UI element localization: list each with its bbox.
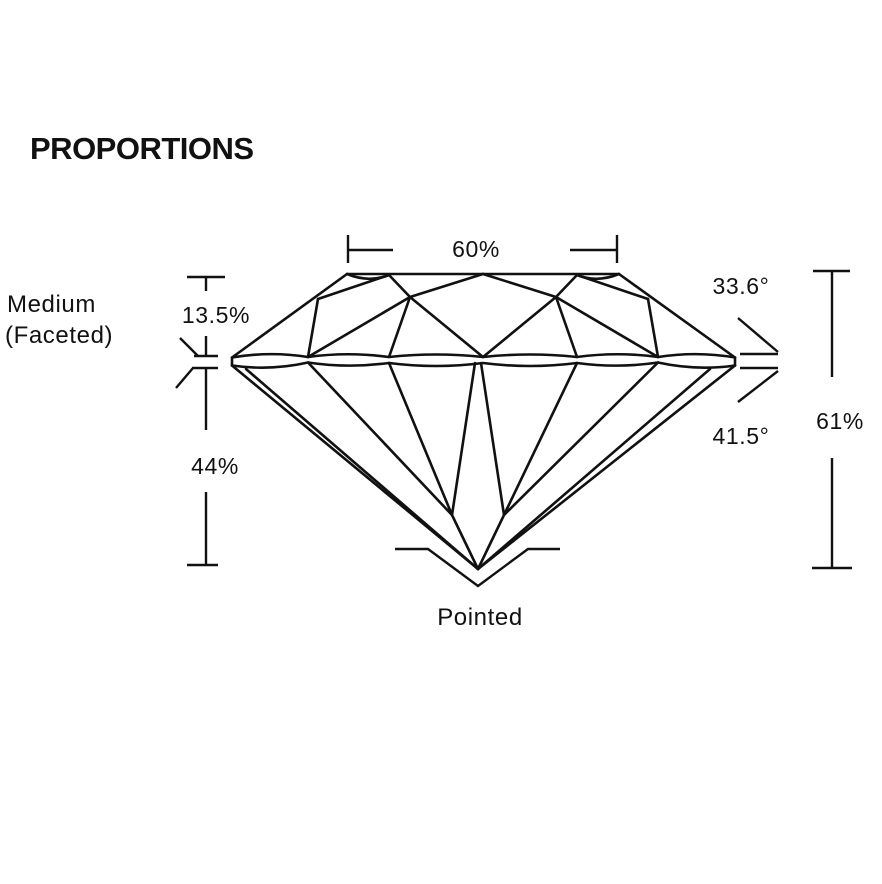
pavilion-angle-label: 41.5° xyxy=(713,423,770,449)
crown-outline-right xyxy=(617,272,737,359)
diamond-wireframe xyxy=(230,272,737,571)
girdle-label-line2: (Faceted) xyxy=(5,322,113,349)
table-width-measure xyxy=(346,235,619,263)
culet-point xyxy=(450,513,480,571)
crown-angle-pointer xyxy=(737,317,779,356)
crown-facets xyxy=(230,272,737,359)
girdle-top-line xyxy=(230,352,737,359)
girdle-label-line1: Medium xyxy=(7,291,96,318)
crown-outline-left xyxy=(230,272,349,359)
girdle xyxy=(230,352,737,369)
pavilion-depth-label: 44% xyxy=(191,453,239,479)
pavilion-depth-measure xyxy=(187,366,218,567)
pavilion-outline-right xyxy=(476,364,737,571)
crown-height-label: 13.5% xyxy=(182,302,250,328)
page-title: PROPORTIONS xyxy=(30,131,254,166)
table-width-label: 60% xyxy=(452,236,500,262)
total-depth-label: 61% xyxy=(816,408,864,434)
pavilion-angle-pointer xyxy=(737,366,779,403)
pavilion-facets xyxy=(230,361,737,571)
girdle-pointer xyxy=(175,337,199,389)
crown-angle-label: 33.6° xyxy=(713,273,770,299)
total-depth-measure xyxy=(812,269,852,570)
culet-label: Pointed xyxy=(437,604,523,631)
culet-bracket xyxy=(395,547,560,588)
